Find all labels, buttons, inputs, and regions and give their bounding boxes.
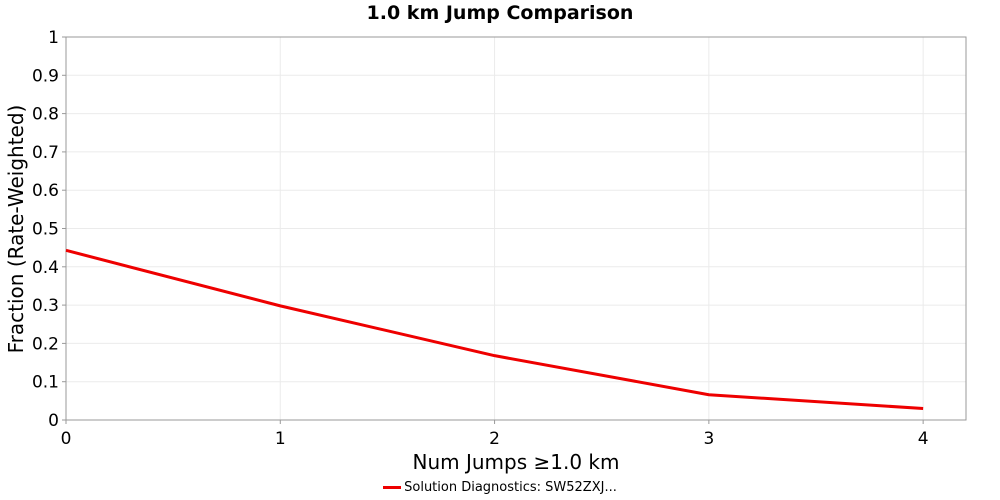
chart-title: 1.0 km Jump Comparison — [366, 2, 634, 24]
ticks-layer: 0 0.1 0.2 0.3 0.4 0.5 0.6 0.7 0.8 0.9 1 0 1 2 3 4 — [32, 28, 929, 449]
y-tick-label: 0.6 — [32, 181, 59, 201]
y-tick-label: 0.5 — [32, 220, 59, 240]
y-tick-label: 0.7 — [32, 143, 59, 163]
grid-layer — [65, 36, 966, 421]
legend-label: Solution Diagnostics: SW52ZXJ... — [404, 480, 617, 495]
series-layer — [65, 248, 924, 411]
y-tick-label: 0.3 — [32, 296, 59, 316]
y-tick-label: 0.1 — [32, 373, 59, 393]
y-tick-label: 1 — [48, 28, 59, 48]
x-tick-label: 1 — [275, 429, 286, 449]
y-tick-label: 0 — [48, 411, 59, 431]
y-tick-label: 0.8 — [32, 105, 59, 125]
legend: Solution Diagnostics: SW52ZXJ... — [0, 480, 1000, 495]
y-tick-label: 0.4 — [32, 258, 59, 278]
y-tick-label: 0.2 — [32, 334, 59, 354]
x-tick-label: 3 — [703, 429, 714, 449]
x-axis-label: Num Jumps ≥1.0 km — [412, 450, 620, 474]
x-tick-label: 0 — [61, 429, 72, 449]
y-tick-label: 0.9 — [32, 66, 59, 86]
x-tick-label: 2 — [489, 429, 500, 449]
y-axis-label: Fraction (Rate-Weighted) — [4, 104, 28, 354]
legend-swatch — [383, 486, 402, 489]
x-tick-label: 4 — [918, 429, 929, 449]
